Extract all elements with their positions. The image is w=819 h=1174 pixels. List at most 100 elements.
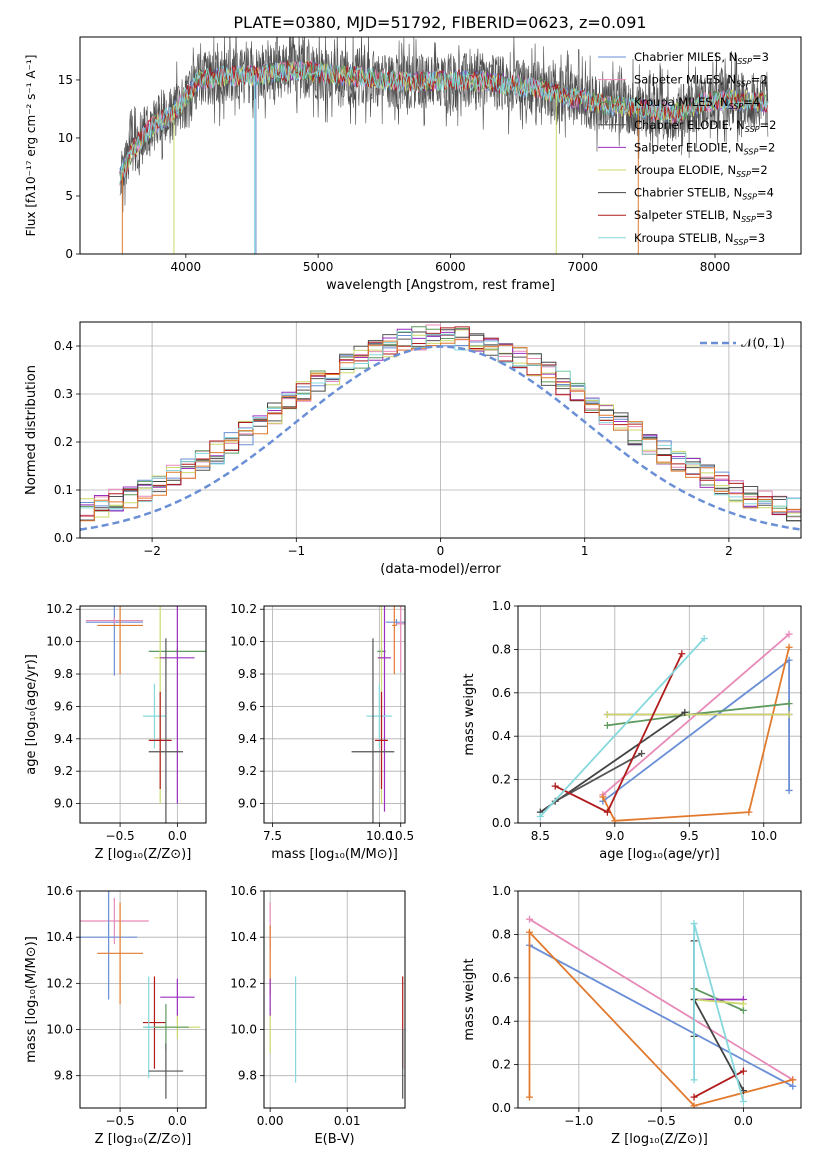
plot-area xyxy=(80,891,201,1099)
plot-frame xyxy=(517,605,802,824)
y-tick-label: 9.8 xyxy=(54,667,73,681)
y-axis-label: Flux [fλ10⁻¹⁷ erg cm⁻² s⁻¹ A⁻¹] xyxy=(24,55,38,237)
legend-text: =4 xyxy=(743,95,760,109)
y-tick-label: 0 xyxy=(65,247,73,261)
residual-histogram-step xyxy=(80,338,801,522)
mass-weight-point-marker xyxy=(681,708,689,716)
legend-text: =2 xyxy=(758,140,775,154)
mass-weight-point-marker xyxy=(599,793,607,801)
x-tick-label: 8.5 xyxy=(531,829,550,843)
legend-subscript: SSP xyxy=(729,102,744,111)
x-tick-label: 1 xyxy=(581,544,589,558)
plot-frame xyxy=(79,605,207,824)
x-tick-label: −0.5 xyxy=(106,829,135,843)
mass-weight-series-line xyxy=(693,1070,744,1098)
y-tick-label: 0.3 xyxy=(54,387,73,401)
residual-histogram-step xyxy=(80,329,801,518)
mass-weight-point-marker xyxy=(739,1000,747,1008)
x-tick-label: 10.0 xyxy=(750,829,777,843)
legend-text: Chabrier ELODIE, N xyxy=(634,118,745,132)
mass-weight-point-marker xyxy=(551,782,559,790)
mass-weight-point-marker xyxy=(785,630,793,638)
x-axis-label: age [log₁₀(age/yr)] xyxy=(599,847,720,862)
residuals-panel: −2 −1 0 1 2 0.0 0.1 0.2 0.3 0.4 (data-model)/error… xyxy=(24,321,802,577)
y-tick-label: 9.6 xyxy=(54,699,73,713)
y-axis-label: mass weight xyxy=(462,958,477,1040)
x-tick-label: 0.0 xyxy=(168,1114,187,1128)
legend-subscript: SSP xyxy=(736,170,751,179)
legend-text: =3 xyxy=(756,208,773,222)
legend-text: Kroupa MILES, N xyxy=(634,95,729,109)
y-tick-label: 9.0 xyxy=(238,797,257,811)
y-tick-label: 10.6 xyxy=(230,884,257,898)
x-tick-label: 9.5 xyxy=(680,829,699,843)
residual-histogram-step xyxy=(80,331,801,510)
y-tick-label: 0.2 xyxy=(54,435,73,449)
legend-text: Chabrier MILES, N xyxy=(634,50,737,64)
x-tick-label: 7000 xyxy=(567,260,598,274)
y-tick-label: 0.4 xyxy=(492,1014,511,1028)
y-tick-label: 9.4 xyxy=(54,732,73,746)
y-tick-label: 0.2 xyxy=(492,1058,511,1072)
y-tick-label: 10.2 xyxy=(46,976,73,990)
mass-weight-point-marker xyxy=(690,1102,698,1108)
y-tick-label: 0.6 xyxy=(492,686,511,700)
legend-subscript: SSP xyxy=(734,238,749,247)
legend-text: Chabrier STELIB, N xyxy=(634,186,742,200)
legend-entry: Kroupa STELIB, NSSP=3 xyxy=(634,231,765,247)
plot-frame xyxy=(263,890,406,1109)
y-tick-label: 0.2 xyxy=(492,773,511,787)
legend-text: =2 xyxy=(760,118,777,132)
age-vs-metallicity-panel: −0.5 0.0 9.0 9.2 9.4 9.6 9.8 10.0 10.2 Z [log₁₀(Z… xyxy=(24,602,207,862)
legend-text: Salpeter MILES, N xyxy=(634,73,736,87)
mass-weight-series-line xyxy=(694,998,744,1005)
x-tick-label: 2 xyxy=(725,544,733,558)
x-axis-label: Z [log₁₀(Z/Z⊙)] xyxy=(95,847,192,862)
x-tick-label: −1 xyxy=(287,544,305,558)
mass-weight-point-marker xyxy=(638,750,646,758)
x-axis-label: Z [log₁₀(Z/Z⊙)] xyxy=(611,1132,708,1147)
mass-weight-point-marker xyxy=(785,786,793,794)
y-tick-label: 10.6 xyxy=(46,884,73,898)
y-tick-label: 15 xyxy=(58,73,73,87)
gaussian-reference-curve xyxy=(80,345,801,531)
y-tick-label: 0.0 xyxy=(492,1101,511,1115)
y-axis-label: Normed distribution xyxy=(24,365,39,495)
legend-text: =3 xyxy=(748,231,765,245)
mass-weight-point-marker xyxy=(603,808,611,816)
legend-subscript: SSP xyxy=(736,80,751,89)
x-tick-label: 7.5 xyxy=(263,829,282,843)
y-tick-label: 10 xyxy=(58,131,73,145)
legend-entry: 𝒩(0, 1) xyxy=(741,336,785,350)
x-tick-label: −1.0 xyxy=(564,1114,593,1128)
y-tick-label: 10.0 xyxy=(46,1023,73,1037)
y-axis-label: age [log₁₀(age/yr)] xyxy=(24,654,39,775)
y-tick-label: 10.4 xyxy=(230,930,257,944)
mass-weight-series-line xyxy=(554,752,643,803)
y-tick-label: 9.8 xyxy=(238,1069,257,1083)
mass-weight-point-marker xyxy=(739,1006,747,1014)
y-tick-label: 10.0 xyxy=(230,1023,257,1037)
y-tick-label: 0.6 xyxy=(492,971,511,985)
x-tick-label: 0.0 xyxy=(734,1114,753,1128)
legend-subscript: SSP xyxy=(745,125,760,134)
x-axis-label: (data-model)/error xyxy=(380,562,501,577)
x-tick-label: 0 xyxy=(437,544,445,558)
x-tick-label: 8000 xyxy=(700,260,731,274)
y-tick-label: 1.0 xyxy=(492,884,511,898)
legend-entry: Chabrier STELIB, NSSP=4 xyxy=(634,186,774,202)
y-axis-label: mass [log₁₀(M/M⊙)] xyxy=(24,936,39,1063)
mass-weight-point-marker xyxy=(789,1082,797,1090)
mass-weight-point-marker xyxy=(789,1076,797,1084)
legend-entry: Salpeter ELODIE, NSSP=2 xyxy=(634,140,775,156)
mass-weight-point-marker xyxy=(526,915,534,923)
x-tick-label: 10.0 xyxy=(366,829,393,843)
mass-weight-point-marker xyxy=(690,1093,698,1101)
legend-entry: Kroupa ELODIE, NSSP=2 xyxy=(634,163,768,179)
legend-text: Kroupa ELODIE, N xyxy=(634,163,736,177)
y-tick-label: 10.0 xyxy=(46,635,73,649)
mass-weight-point-marker xyxy=(526,1093,534,1101)
y-tick-label: 9.8 xyxy=(54,1069,73,1083)
plot-frame xyxy=(517,890,802,1109)
legend-text: Salpeter ELODIE, N xyxy=(634,140,744,154)
